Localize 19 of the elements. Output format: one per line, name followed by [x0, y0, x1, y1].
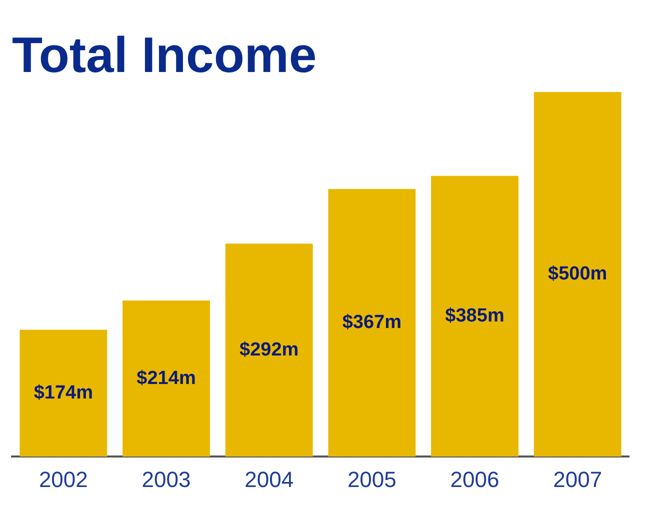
x-tick-label: 2006 — [450, 466, 500, 492]
x-tick-label: 2004 — [244, 466, 294, 492]
data-label: $292m — [239, 339, 299, 360]
data-label: $174m — [34, 382, 94, 404]
x-tick-label: 2002 — [38, 466, 88, 492]
bar — [122, 300, 210, 457]
x-tick-label: 2003 — [142, 466, 191, 492]
x-tick-label: 2005 — [347, 466, 396, 492]
data-label: $500m — [548, 264, 608, 285]
bar — [225, 244, 313, 457]
bar — [534, 92, 622, 457]
chart-title: Total Income — [12, 26, 317, 83]
data-label: $367m — [342, 312, 402, 334]
x-tick-label: 2007 — [553, 466, 602, 492]
bar — [328, 188, 416, 457]
data-label: $385m — [445, 305, 504, 326]
bar — [431, 176, 518, 457]
bar — [20, 330, 108, 457]
data-label: $214m — [136, 368, 196, 389]
